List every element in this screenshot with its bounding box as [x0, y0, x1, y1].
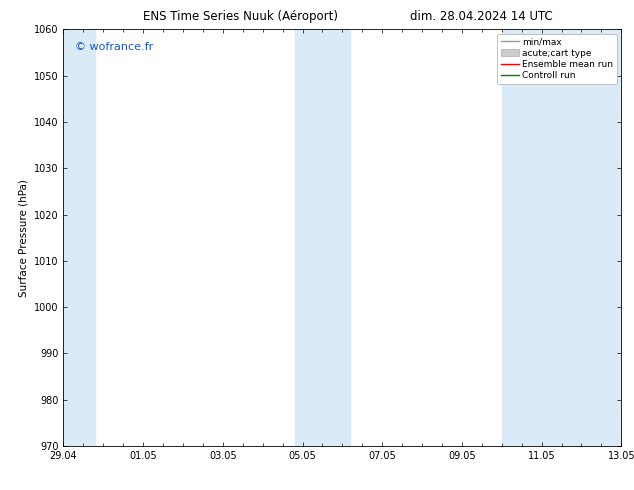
Text: ENS Time Series Nuuk (Aéroport): ENS Time Series Nuuk (Aéroport) [143, 10, 339, 23]
Bar [63, 29, 95, 446]
Y-axis label: Surface Pressure (hPa): Surface Pressure (hPa) [18, 179, 29, 296]
Text: © wofrance.fr: © wofrance.fr [75, 42, 153, 52]
Text: dim. 28.04.2024 14 UTC: dim. 28.04.2024 14 UTC [410, 10, 553, 23]
Bar [501, 29, 621, 446]
Bar [295, 29, 351, 446]
Legend: min/max, acute;cart type, Ensemble mean run, Controll run: min/max, acute;cart type, Ensemble mean … [497, 34, 617, 84]
